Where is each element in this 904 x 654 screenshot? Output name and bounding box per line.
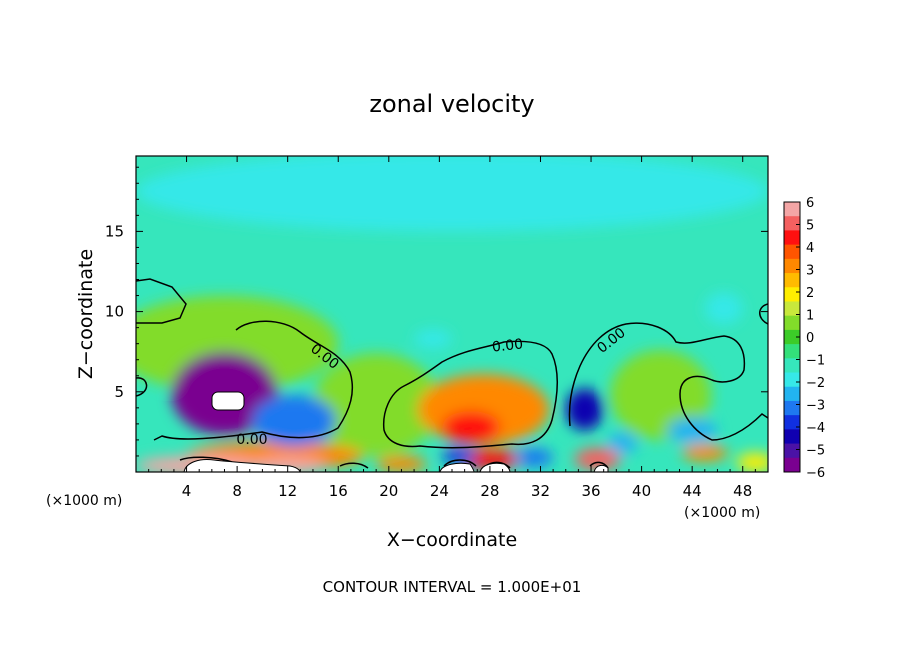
colorbar-tick-label: 5: [806, 219, 814, 234]
x-axis: 4 8 12 16 20 24 28 32 36 40 44 48: [148, 156, 756, 500]
field-feature-positive: [736, 452, 768, 472]
void-patch-upper: [211, 391, 245, 411]
contour-zero-bottom: [179, 456, 609, 469]
field-feature-negative: [607, 431, 638, 455]
x-unit-left: (×1000 m): [46, 493, 122, 509]
x-tick-label: 36: [581, 482, 600, 500]
colorbar: 6 5 4 3 2 1 0 −1 −2 −3 −4 −5 −6: [783, 196, 825, 481]
contour-zero-right-edge: [759, 303, 768, 325]
zero-contours: [136, 278, 768, 469]
colorbar-segment: [784, 457, 800, 473]
field-feature-negative: [414, 329, 452, 349]
y-tick-label: 10: [105, 303, 124, 321]
colorbar-segment: [784, 443, 800, 459]
colorbar-segment: [784, 258, 800, 274]
contour-zero-lower-left: [136, 377, 148, 397]
contour-interval-note: CONTOUR INTERVAL = 1.000E+01: [323, 578, 582, 596]
field-feature-negative: [515, 448, 554, 468]
colorbar-tick-label: 4: [806, 241, 814, 256]
plot-area: 0.00 0.00 0.00 0.00: [136, 156, 768, 472]
colorbar-segment: [784, 315, 800, 331]
colorbar-tick-label: −5: [806, 444, 825, 459]
contour-label: 0.00: [491, 336, 524, 355]
contour-label: 0.00: [236, 432, 267, 448]
x-tick-label: 4: [182, 482, 192, 500]
chart-title: zonal velocity: [369, 90, 534, 118]
void-patch-bottom-right: [593, 464, 609, 472]
contour-zero-upper-left: [136, 278, 187, 324]
y-axis-label: Z−coordinate: [75, 249, 97, 379]
x-tick-label: 40: [632, 482, 651, 500]
colorbar-segment: [784, 202, 800, 217]
x-tick-label: 44: [683, 482, 702, 500]
contour-zero-center: [382, 340, 559, 449]
colorbar-segment: [784, 244, 800, 260]
x-tick-label: 12: [278, 482, 297, 500]
field-feature-jet-core: [565, 388, 604, 431]
colorbar-segment: [784, 372, 800, 388]
x-tick-label: 48: [733, 482, 752, 500]
void-patch-bottom-left: [183, 459, 301, 472]
field-feature-positive: [574, 448, 621, 471]
contour-zero-right: [568, 322, 768, 441]
field-feature-jet-core: [252, 395, 336, 447]
colorbar-tick-label: 1: [806, 309, 814, 324]
x-tick-label: 24: [430, 482, 449, 500]
x-tick-label: 28: [480, 482, 499, 500]
colorbar-segment: [784, 301, 800, 317]
x-tick-label: 8: [232, 482, 242, 500]
colorbar-tick-label: −4: [806, 421, 825, 436]
y-tick-label: 15: [105, 222, 124, 240]
colorbar-segment: [784, 429, 800, 444]
y-tick-label: 5: [114, 383, 124, 401]
colorbar-segment: [784, 344, 800, 359]
colorbar-tick-label: 2: [806, 286, 814, 301]
colorbar-segment: [784, 273, 800, 288]
field-feature-positive: [441, 411, 501, 444]
field-feature-jet-core: [185, 364, 226, 394]
colorbar-tick-label: −3: [806, 399, 825, 414]
x-tick-label: 16: [329, 482, 348, 500]
colorbar-segment: [784, 329, 800, 345]
x-tick-label: 32: [531, 482, 550, 500]
colorbar-segment: [784, 216, 800, 231]
colorbar-tick-label: −2: [806, 376, 825, 391]
contour-zero-mid-left: [153, 320, 354, 441]
y-axis: 5 10 15: [105, 166, 768, 457]
field-feature-positive: [682, 444, 728, 461]
colorbar-segment: [784, 386, 800, 402]
x-axis-label: X−coordinate: [387, 529, 517, 551]
colorbar-segment: [784, 230, 800, 246]
colorbar-tick-label: −6: [806, 466, 825, 481]
x-tick-label: 20: [379, 482, 398, 500]
field-feature-positive: [487, 380, 538, 416]
field-feature-upper: [136, 156, 768, 232]
colorbar-tick-label: 6: [806, 196, 814, 211]
colorbar-tick-label: 0: [806, 331, 814, 346]
colorbar-tick-label: −1: [806, 354, 825, 369]
colorbar-segment: [784, 358, 800, 373]
colorbar-segment: [784, 415, 800, 430]
colorbar-segment: [784, 400, 800, 416]
colorbar-tick-label: 3: [806, 264, 814, 279]
field-feature-negative: [704, 292, 743, 325]
x-unit-right: (×1000 m): [684, 505, 760, 521]
field-feature-positive: [313, 353, 440, 456]
colorbar-segment: [784, 287, 800, 302]
